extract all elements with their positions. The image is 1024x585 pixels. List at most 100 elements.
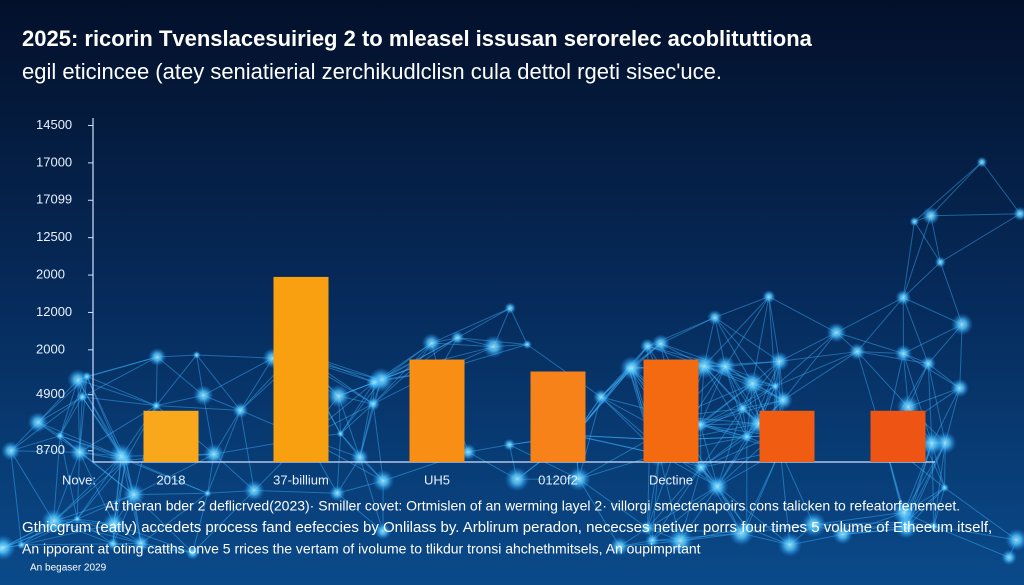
network-link bbox=[203, 357, 273, 396]
network-node bbox=[203, 489, 212, 498]
network-node bbox=[1012, 206, 1024, 221]
network-link bbox=[77, 379, 157, 407]
bar bbox=[530, 371, 586, 462]
network-link bbox=[774, 332, 837, 387]
network-link bbox=[651, 467, 702, 541]
network-link bbox=[10, 450, 55, 522]
bar bbox=[870, 410, 926, 462]
network-link bbox=[927, 363, 933, 444]
y-tick-label: 12000 bbox=[36, 304, 72, 319]
network-link bbox=[752, 296, 770, 384]
network-link bbox=[359, 382, 375, 458]
network-link bbox=[714, 317, 776, 387]
network-link bbox=[782, 332, 837, 401]
network-link bbox=[740, 450, 781, 534]
network-link bbox=[133, 453, 215, 496]
chart-title: 2025: ricorin Tvenslacesuirieg 2 to mlea… bbox=[22, 26, 813, 51]
network-node bbox=[593, 389, 609, 405]
note: Gthicgrum (eatly) accedets process fand … bbox=[22, 519, 992, 536]
network-node bbox=[350, 448, 369, 467]
network-link bbox=[112, 543, 193, 554]
network-link bbox=[10, 450, 22, 545]
network-link bbox=[86, 375, 157, 407]
network-link bbox=[254, 489, 338, 494]
network-link bbox=[700, 467, 742, 534]
network-node bbox=[894, 344, 913, 363]
network-link bbox=[53, 520, 142, 544]
network-node bbox=[566, 467, 591, 491]
network-node bbox=[951, 313, 974, 336]
network-node bbox=[192, 350, 201, 360]
network-link bbox=[457, 307, 511, 339]
network-node bbox=[832, 524, 853, 545]
network-link bbox=[933, 525, 1010, 558]
bar bbox=[759, 410, 815, 462]
network-link bbox=[930, 161, 983, 217]
network-link bbox=[86, 356, 158, 377]
network-link bbox=[927, 363, 946, 443]
network-link bbox=[53, 455, 122, 522]
network-node bbox=[976, 156, 988, 168]
network-node bbox=[81, 371, 92, 382]
network-link bbox=[192, 493, 209, 553]
network-node bbox=[185, 545, 200, 560]
network-link bbox=[82, 396, 157, 407]
network-link bbox=[141, 542, 193, 554]
network-link bbox=[717, 486, 791, 546]
network-node bbox=[1, 441, 21, 461]
network-node bbox=[421, 333, 442, 353]
network-node bbox=[928, 521, 940, 532]
network-link bbox=[933, 525, 1017, 541]
network-link bbox=[714, 317, 780, 362]
network-link bbox=[578, 478, 648, 529]
network-link bbox=[133, 494, 194, 554]
network-link bbox=[842, 521, 906, 535]
network-link bbox=[700, 408, 744, 468]
network-link bbox=[779, 450, 815, 525]
network-node bbox=[714, 355, 737, 378]
network-node bbox=[770, 381, 781, 392]
network-link bbox=[79, 451, 135, 496]
network-link bbox=[944, 487, 1017, 541]
network-link bbox=[600, 396, 650, 440]
network-link bbox=[742, 385, 776, 409]
network-link bbox=[768, 296, 780, 362]
network-link bbox=[76, 456, 122, 520]
network-node bbox=[122, 483, 146, 506]
network-link bbox=[79, 376, 88, 453]
network-link bbox=[700, 424, 748, 438]
network-node bbox=[55, 430, 65, 441]
note: An ipporant at oting catths onve 5 rrice… bbox=[22, 541, 701, 557]
network-link bbox=[813, 521, 906, 526]
network-link bbox=[380, 337, 458, 381]
network-link bbox=[77, 379, 81, 453]
network-node bbox=[504, 302, 517, 315]
network-node bbox=[619, 355, 644, 380]
network-link bbox=[703, 365, 748, 438]
note: An begaser 2029 bbox=[30, 563, 107, 574]
network-node bbox=[504, 466, 530, 492]
network-node bbox=[450, 330, 465, 345]
y-tick-label: 2000 bbox=[36, 341, 65, 356]
network-link bbox=[526, 344, 602, 398]
network-link bbox=[902, 261, 941, 298]
network-node bbox=[76, 391, 88, 403]
network-link bbox=[775, 351, 858, 387]
network-link bbox=[21, 523, 114, 546]
network-link bbox=[842, 525, 934, 535]
network-link bbox=[836, 332, 904, 354]
network-link bbox=[155, 354, 198, 406]
network-node bbox=[72, 514, 82, 524]
network-link bbox=[125, 459, 208, 494]
network-link bbox=[647, 527, 742, 534]
network-link bbox=[651, 486, 718, 541]
network-link bbox=[717, 408, 744, 487]
network-node bbox=[639, 338, 656, 354]
network-node bbox=[762, 289, 776, 304]
network-link bbox=[79, 452, 115, 525]
network-node bbox=[106, 537, 120, 551]
network-link bbox=[813, 511, 905, 526]
network-link bbox=[779, 332, 837, 362]
network-link bbox=[578, 396, 602, 480]
network-link bbox=[724, 366, 748, 437]
